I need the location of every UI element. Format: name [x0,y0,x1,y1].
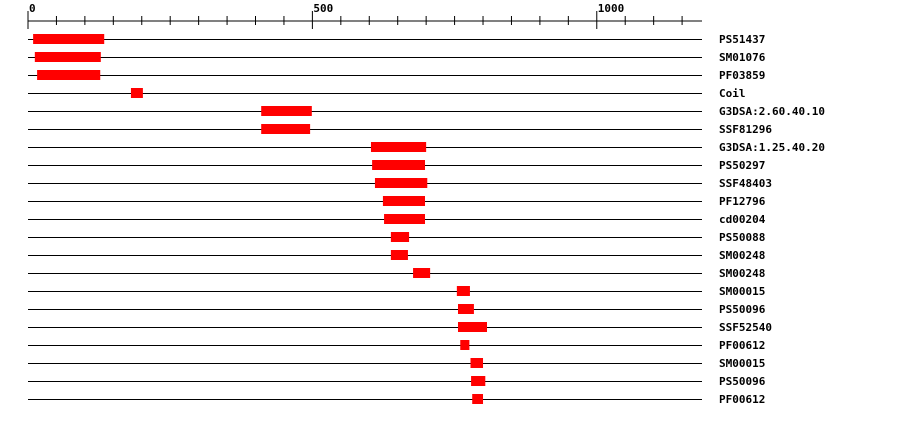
feature-label: SM00015 [719,285,765,298]
feature-rows: PS51437 SM01076 PF03859 Coil G3DSA:2.60.40.1… [28,33,825,406]
feature-bar[interactable] [382,196,426,206]
feature-row: PS50096 [28,303,766,316]
feature-row: SM01076 [28,51,766,64]
feature-row: SSF48403 [28,177,772,190]
feature-label: SSF52540 [719,321,772,334]
feature-bar[interactable] [457,322,488,332]
feature-bar[interactable] [372,160,426,170]
feature-label: PF00612 [719,339,765,352]
feature-row: SM00248 [28,267,765,280]
feature-row: Coil [28,87,746,100]
feature-bar[interactable] [34,52,101,62]
feature-label: PF00612 [719,393,765,406]
feature-bar[interactable] [470,358,484,368]
feature-row: SSF81296 [28,123,772,136]
feature-row: PS50297 [28,159,765,172]
feature-label: cd00204 [719,213,766,226]
feature-row: PF00612 [28,339,765,352]
feature-row: PS50096 [28,375,766,388]
tick-label: 0 [29,2,36,15]
feature-bar[interactable] [261,124,311,134]
feature-label: SM00248 [719,267,765,280]
feature-bar[interactable] [471,376,486,386]
feature-bar[interactable] [472,394,484,404]
feature-label: SM00015 [719,357,765,370]
feature-label: SSF81296 [719,123,772,136]
axis: 0 500 1000 [27,2,702,29]
feature-label: PF03859 [719,69,765,82]
feature-row: PF12796 [28,195,766,208]
feature-row: PF03859 [28,69,765,82]
feature-row: PS51437 [28,33,765,46]
feature-bar[interactable] [413,268,431,278]
feature-row: G3DSA:1.25.40.20 [28,141,825,154]
feature-bar[interactable] [457,304,474,314]
feature-label: PS51437 [719,33,765,46]
feature-bar[interactable] [460,340,470,350]
feature-row: SM00015 [28,357,765,370]
feature-label: G3DSA:2.60.40.10 [719,105,825,118]
feature-row: SSF52540 [28,321,772,334]
tick-label: 1000 [598,2,625,15]
feature-bar[interactable] [130,88,143,98]
feature-bar[interactable] [37,70,101,80]
feature-label: PS50096 [719,375,766,388]
feature-label: PS50088 [719,231,765,244]
feature-label: PS50096 [719,303,766,316]
feature-bar[interactable] [261,106,312,116]
tick-label: 500 [313,2,333,15]
feature-label: G3DSA:1.25.40.20 [719,141,825,154]
feature-row: SM00248 [28,249,765,262]
feature-row: G3DSA:2.60.40.10 [28,105,825,118]
feature-bar[interactable] [374,178,428,188]
feature-label: Coil [719,87,746,100]
feature-label: SSF48403 [719,177,772,190]
feature-bar[interactable] [33,34,105,44]
feature-bar[interactable] [384,214,426,224]
feature-row: SM00015 [28,285,765,298]
feature-bar[interactable] [390,232,410,242]
feature-label: PF12796 [719,195,766,208]
feature-label: SM00248 [719,249,765,262]
feature-label: SM01076 [719,51,766,64]
feature-row: PF00612 [28,393,765,406]
feature-bar[interactable] [456,286,470,296]
feature-row: PS50088 [28,231,765,244]
feature-bar[interactable] [370,142,427,152]
feature-bar[interactable] [390,250,408,260]
feature-label: PS50297 [719,159,765,172]
feature-row: cd00204 [28,213,766,226]
